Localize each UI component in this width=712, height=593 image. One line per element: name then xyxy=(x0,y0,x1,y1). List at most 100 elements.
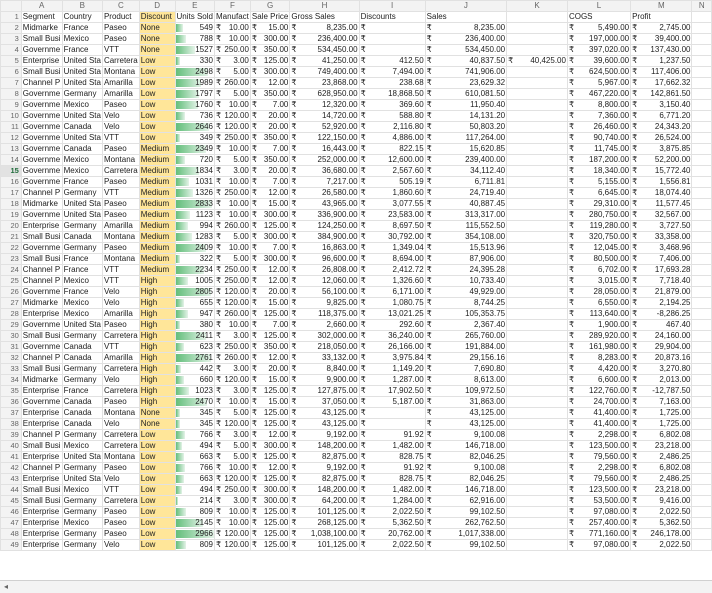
cell[interactable]: Paseo xyxy=(101,319,140,331)
cell[interactable]: ₹6,550.00 xyxy=(566,297,632,309)
cell[interactable]: ₹105,353.75 xyxy=(424,308,508,320)
cell[interactable]: High xyxy=(138,275,176,287)
cell[interactable]: High xyxy=(138,330,176,342)
cell[interactable]: Montana xyxy=(101,154,140,166)
cell[interactable]: ₹2,116.80 xyxy=(358,121,426,133)
cell[interactable]: ₹118,375.00 xyxy=(289,308,360,320)
cell[interactable]: ₹113,640.00 xyxy=(566,308,632,320)
cell[interactable]: Germany xyxy=(61,539,103,551)
cell[interactable]: ₹7,163.00 xyxy=(630,396,693,408)
cell[interactable]: Manufact xyxy=(213,11,251,23)
cell[interactable]: ₹24,343.20 xyxy=(630,121,693,133)
cell[interactable] xyxy=(506,242,568,254)
cell[interactable]: Low xyxy=(138,132,176,144)
cell[interactable] xyxy=(691,418,712,430)
cell[interactable]: ₹5.00 xyxy=(213,407,251,419)
cell[interactable]: Germany xyxy=(61,187,103,199)
cell[interactable]: Mexico xyxy=(61,440,103,452)
cell[interactable]: None xyxy=(138,33,176,45)
scroll-left-icon[interactable]: ◂ xyxy=(4,582,9,591)
cell[interactable]: ₹10.00 xyxy=(213,242,251,254)
cell[interactable] xyxy=(506,11,568,23)
cell[interactable]: ₹313,317.00 xyxy=(424,209,508,221)
cell[interactable]: ₹260.00 xyxy=(213,220,251,232)
cell[interactable] xyxy=(691,451,712,463)
cell[interactable]: ₹12,060.00 xyxy=(289,275,360,287)
cell[interactable]: ₹9,100.08 xyxy=(424,429,508,441)
cell[interactable]: Small Busi xyxy=(20,440,63,452)
cell[interactable]: ₹5,362.50 xyxy=(358,517,426,529)
cell[interactable]: ₹1,080.75 xyxy=(358,297,426,309)
cell[interactable] xyxy=(691,33,712,45)
cell[interactable]: 788 xyxy=(174,33,215,45)
cell[interactable]: ₹39,400.00 xyxy=(630,33,693,45)
cell[interactable]: ₹101,125.00 xyxy=(289,539,360,551)
cell[interactable]: Montana xyxy=(101,451,140,463)
cell[interactable]: ₹11,950.40 xyxy=(424,99,508,111)
cell[interactable]: Paseo xyxy=(101,33,140,45)
cell[interactable]: Enterprise xyxy=(20,539,63,551)
cell[interactable]: ₹23,629.32 xyxy=(424,77,508,89)
cell[interactable]: VTT xyxy=(101,275,140,287)
row-header[interactable]: 20 xyxy=(0,220,22,232)
cell[interactable]: ₹29,904.00 xyxy=(630,341,693,353)
cell[interactable]: ₹2,022.50 xyxy=(630,506,693,518)
cell[interactable] xyxy=(506,374,568,386)
cell[interactable]: High xyxy=(138,396,176,408)
cell[interactable]: ₹26,460.00 xyxy=(566,121,632,133)
cell[interactable]: ₹320,750.00 xyxy=(566,231,632,243)
cell[interactable]: ₹23,218.00 xyxy=(630,484,693,496)
cell[interactable] xyxy=(691,253,712,265)
cell[interactable] xyxy=(506,484,568,496)
cell[interactable]: ₹99,102.50 xyxy=(424,506,508,518)
cell[interactable]: ₹260.00 xyxy=(213,352,251,364)
cell[interactable] xyxy=(691,528,712,540)
cell[interactable]: ₹10.00 xyxy=(213,176,251,188)
cell[interactable]: ₹822.15 xyxy=(358,143,426,155)
cell[interactable] xyxy=(506,539,568,551)
cell[interactable]: ₹6,771.20 xyxy=(630,110,693,122)
cell[interactable]: ₹1,900.00 xyxy=(566,319,632,331)
cell[interactable] xyxy=(506,88,568,100)
cell[interactable] xyxy=(691,363,712,375)
cell[interactable]: ₹16,443.00 xyxy=(289,143,360,155)
cell[interactable]: Low xyxy=(138,88,176,100)
cell[interactable] xyxy=(506,286,568,298)
cell[interactable]: ₹588.80 xyxy=(358,110,426,122)
cell[interactable]: France xyxy=(61,22,103,34)
cell[interactable]: ₹16,863.00 xyxy=(289,242,360,254)
cell[interactable]: ₹12.00 xyxy=(249,264,291,276)
cell[interactable]: Governme xyxy=(20,176,63,188)
cell[interactable] xyxy=(506,264,568,276)
cell[interactable]: Medium xyxy=(138,253,176,265)
row-header[interactable]: 16 xyxy=(0,176,22,188)
cell[interactable]: Carretera xyxy=(101,495,140,507)
cell[interactable]: 214 xyxy=(174,495,215,507)
cell[interactable]: Governme xyxy=(20,165,63,177)
cell[interactable]: ₹12,600.00 xyxy=(358,154,426,166)
cell[interactable]: ₹125.00 xyxy=(249,330,291,342)
cell[interactable]: ₹3,875.85 xyxy=(630,143,693,155)
cell[interactable]: ₹1,038,100.00 xyxy=(289,528,360,540)
cell[interactable] xyxy=(506,77,568,89)
cell[interactable]: ₹300.00 xyxy=(249,209,291,221)
cell[interactable]: ₹33,358.00 xyxy=(630,231,693,243)
cell[interactable]: ₹624,500.00 xyxy=(566,66,632,78)
cell[interactable]: ₹10.00 xyxy=(213,462,251,474)
cell[interactable] xyxy=(506,231,568,243)
cell[interactable]: ₹ xyxy=(358,418,426,430)
cell[interactable]: Enterprise xyxy=(20,473,63,485)
cell[interactable]: ₹12.00 xyxy=(249,429,291,441)
cell[interactable]: France xyxy=(61,286,103,298)
cell[interactable]: Enterprise xyxy=(20,517,63,529)
cell[interactable]: ₹238.68 xyxy=(358,77,426,89)
cell[interactable]: ₹64,200.00 xyxy=(289,495,360,507)
cell[interactable]: Germany xyxy=(61,88,103,100)
cell[interactable] xyxy=(691,11,712,23)
cell[interactable]: ₹218,050.00 xyxy=(289,341,360,353)
cell[interactable]: ₹610,081.50 xyxy=(424,88,508,100)
cell[interactable]: ₹8,235.00 xyxy=(424,22,508,34)
cell[interactable]: ₹29,156.16 xyxy=(424,352,508,364)
cell[interactable] xyxy=(691,165,712,177)
cell[interactable]: Governme xyxy=(20,99,63,111)
